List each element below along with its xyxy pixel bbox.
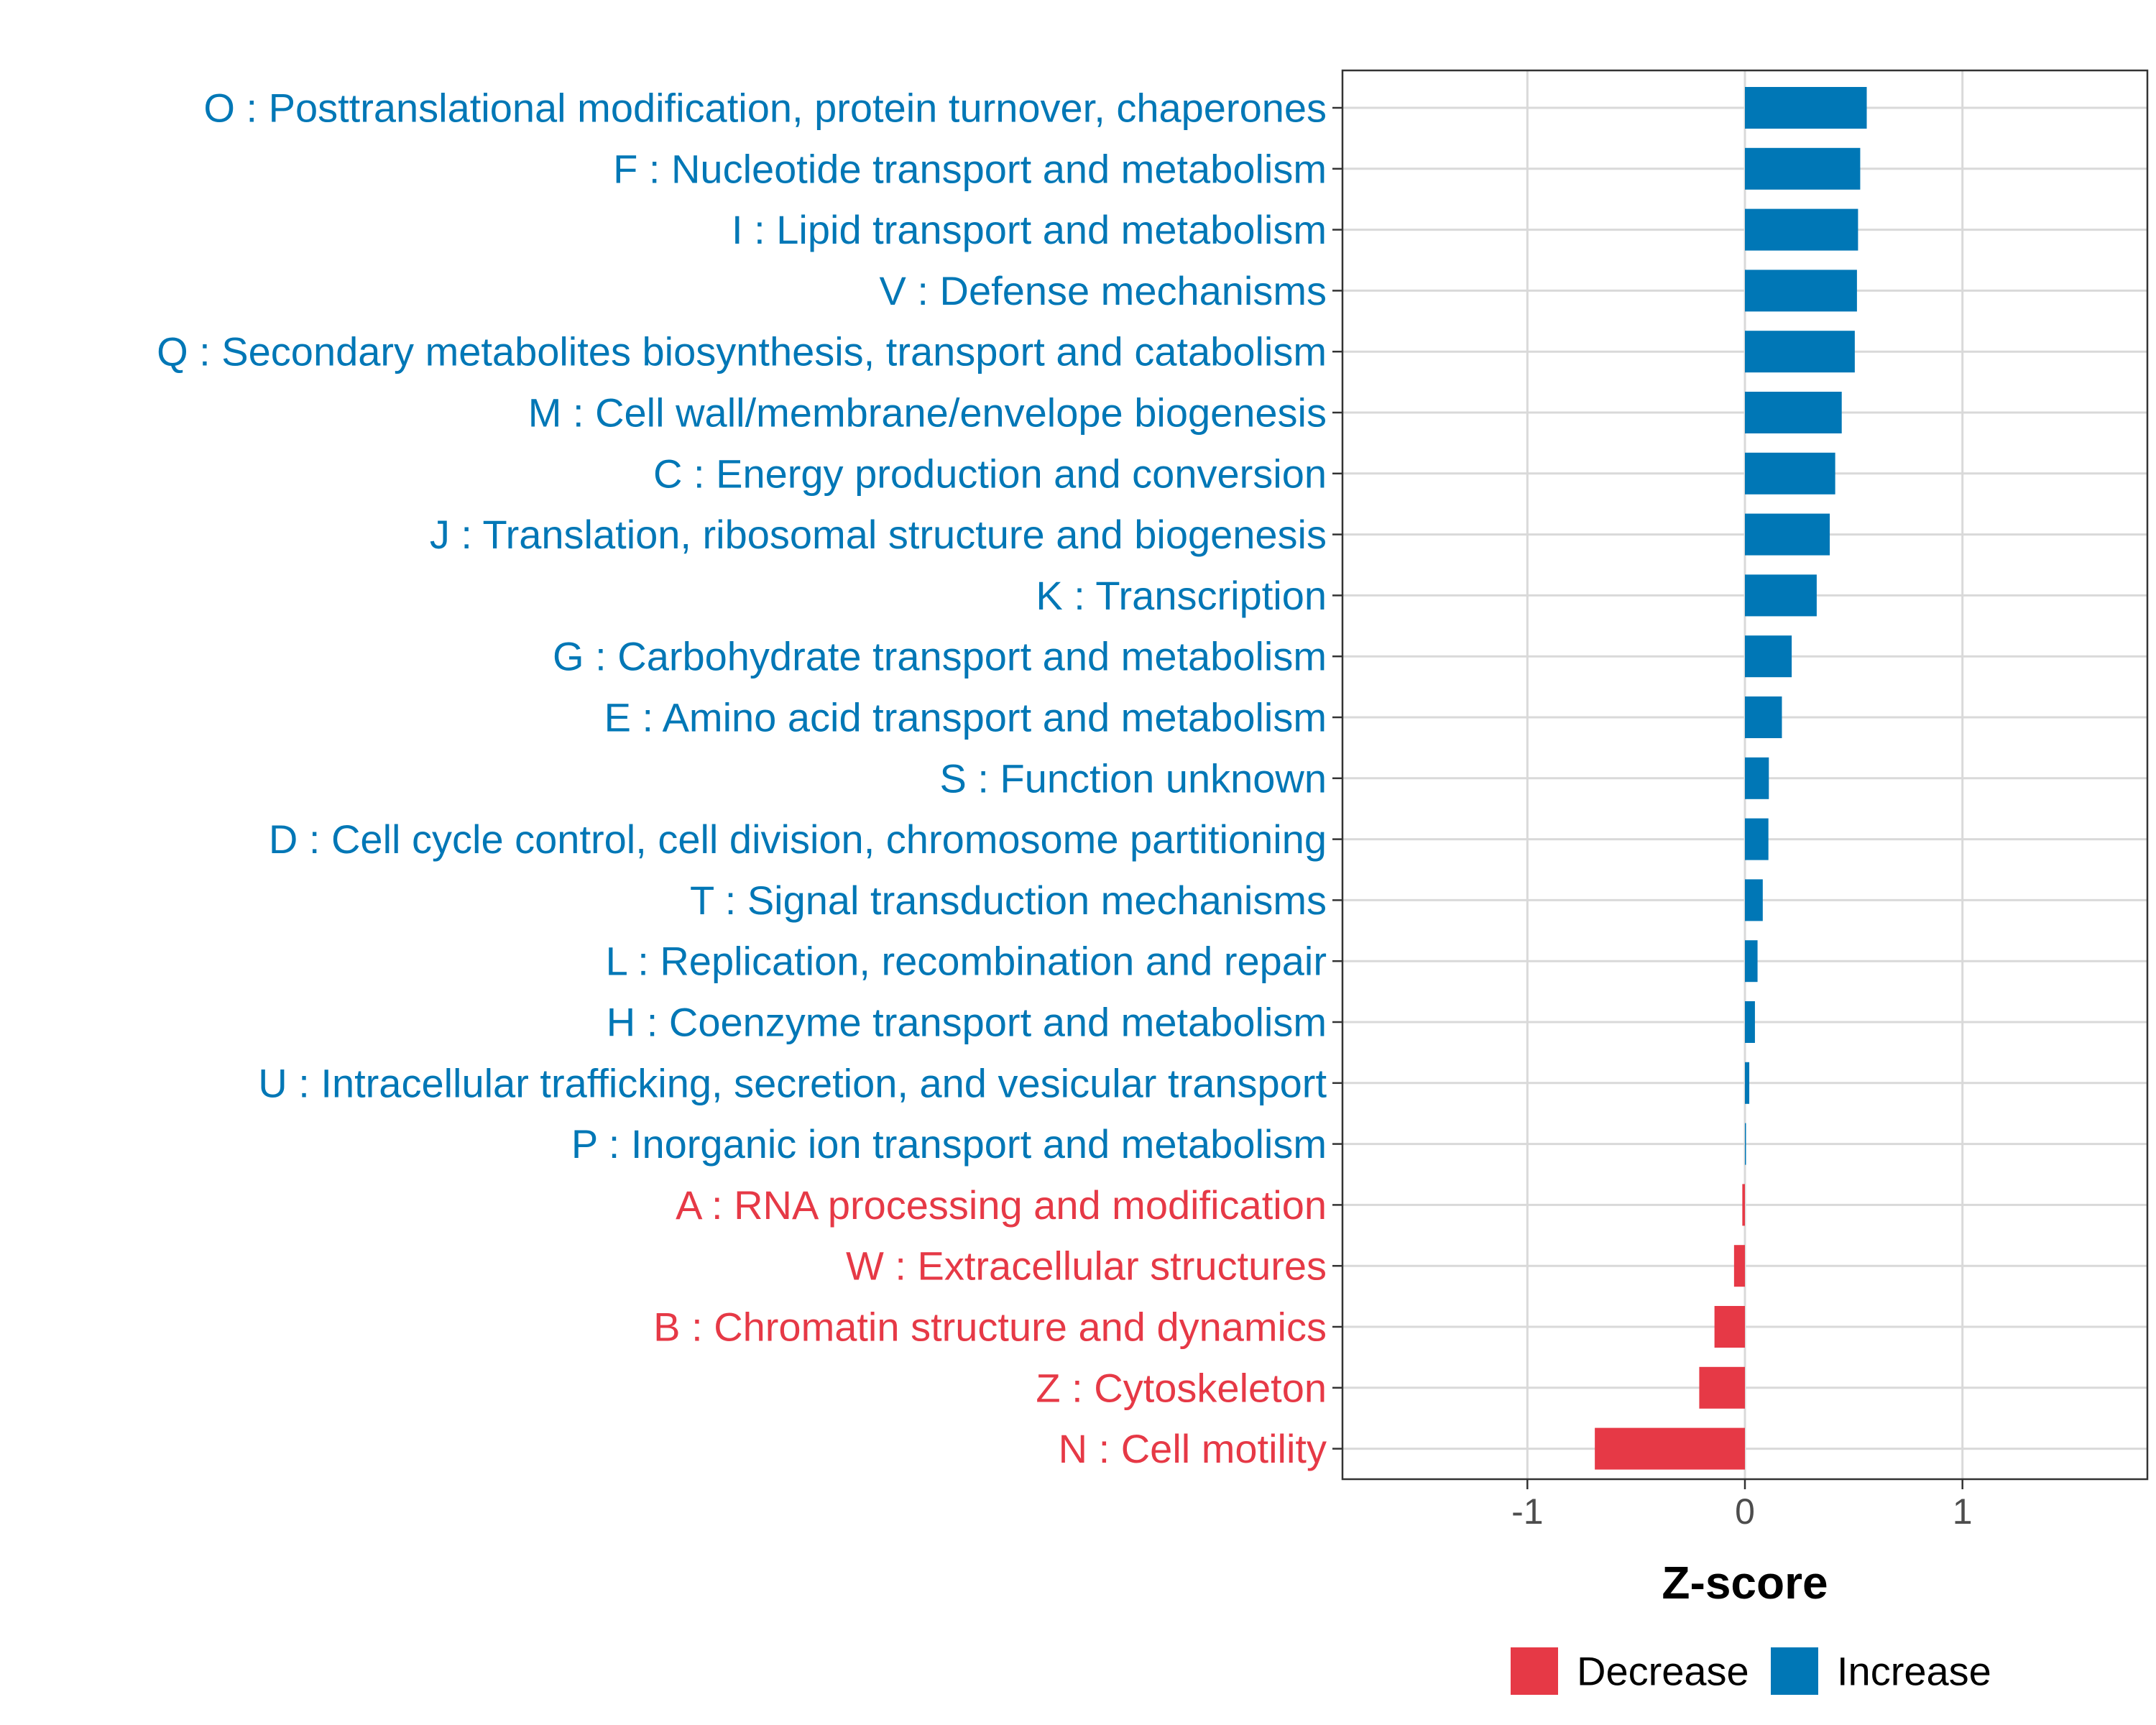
bar <box>1745 392 1842 433</box>
x-tick-label: -1 <box>1511 1491 1543 1532</box>
bar <box>1733 1245 1745 1287</box>
legend: Decrease Increase <box>1511 1647 1991 1695</box>
category-label: G : Carbohydrate transport and metabolis… <box>553 634 1327 679</box>
category-label: E : Amino acid transport and metabolism <box>604 695 1327 740</box>
category-label: A : RNA processing and modification <box>676 1182 1327 1228</box>
category-label: K : Transcription <box>1036 573 1327 618</box>
bar <box>1745 696 1782 738</box>
bar <box>1745 574 1817 617</box>
bar <box>1745 1001 1755 1043</box>
category-label: J : Translation, ribosomal structure and… <box>430 512 1327 557</box>
bar <box>1745 879 1763 921</box>
category-label: U : Intracellular trafficking, secretion… <box>258 1060 1327 1105</box>
bar <box>1745 452 1835 494</box>
category-label: B : Chromatin structure and dynamics <box>653 1305 1327 1350</box>
bar <box>1745 1062 1750 1104</box>
bar <box>1745 513 1830 556</box>
x-axis-title: Z-score <box>1662 1557 1828 1609</box>
bar <box>1745 757 1769 799</box>
category-label: D : Cell cycle control, cell division, c… <box>269 816 1327 862</box>
bar <box>1699 1366 1745 1409</box>
bar <box>1745 87 1867 129</box>
legend-label-decrease: Decrease <box>1577 1649 1749 1694</box>
bar <box>1745 1123 1746 1165</box>
category-label: L : Replication, recombination and repai… <box>606 939 1327 984</box>
bar <box>1742 1184 1745 1226</box>
category-label: O : Posttranslational modification, prot… <box>203 86 1327 131</box>
category-label: N : Cell motility <box>1059 1426 1327 1471</box>
category-label: M : Cell wall/membrane/envelope biogenes… <box>528 390 1327 436</box>
category-label: Z : Cytoskeleton <box>1036 1365 1327 1410</box>
category-labels: O : Posttranslational modification, prot… <box>157 86 1327 1472</box>
category-label: P : Inorganic ion transport and metaboli… <box>571 1121 1327 1167</box>
bar <box>1745 147 1861 190</box>
category-label: H : Coenzyme transport and metabolism <box>607 1000 1327 1045</box>
category-label: T : Signal transduction mechanisms <box>690 878 1327 923</box>
legend-swatch-decrease <box>1511 1647 1558 1695</box>
bar <box>1745 208 1858 251</box>
bar <box>1745 331 1855 373</box>
bar <box>1745 818 1769 860</box>
x-tick-label: 1 <box>1953 1491 1973 1532</box>
category-label: Q : Secondary metabolites biosynthesis, … <box>157 329 1327 374</box>
panel-border <box>1341 69 2149 1481</box>
bar <box>1745 635 1792 678</box>
bars-layer <box>1595 87 1867 1470</box>
x-axis: -1 0 1 <box>1332 106 1973 1532</box>
x-tick-label: 0 <box>1735 1491 1755 1532</box>
category-label: F : Nucleotide transport and metabolism <box>613 146 1327 191</box>
category-label: V : Defense mechanisms <box>880 268 1327 313</box>
bar <box>1745 270 1857 312</box>
bar <box>1714 1306 1745 1348</box>
legend-swatch-increase <box>1771 1647 1818 1695</box>
legend-label-increase: Increase <box>1837 1649 1991 1694</box>
category-label: W : Extracellular structures <box>846 1243 1327 1289</box>
bar <box>1745 940 1758 983</box>
bar <box>1595 1427 1745 1470</box>
category-label: I : Lipid transport and metabolism <box>732 207 1327 252</box>
category-label: S : Function unknown <box>939 755 1327 801</box>
category-label: C : Energy production and conversion <box>653 451 1327 496</box>
